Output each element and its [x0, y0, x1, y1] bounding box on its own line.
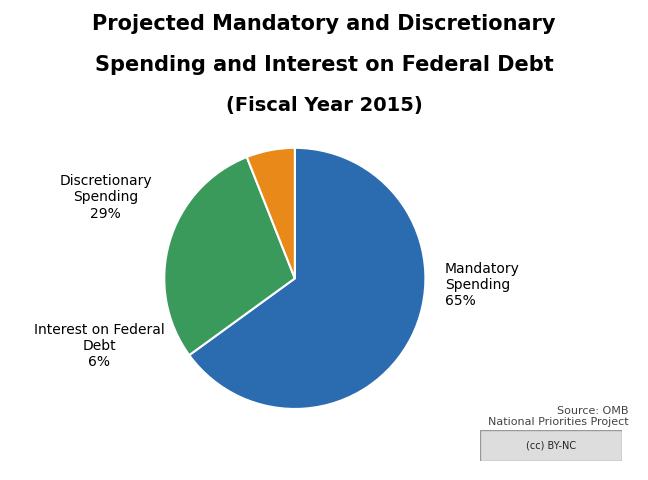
FancyBboxPatch shape [480, 430, 622, 461]
Text: Mandatory
Spending
65%: Mandatory Spending 65% [445, 262, 520, 308]
Text: (Fiscal Year 2015): (Fiscal Year 2015) [226, 96, 422, 115]
Text: (cc) BY-NC: (cc) BY-NC [526, 440, 576, 450]
Text: Source: OMB
National Priorities Project: Source: OMB National Priorities Project [488, 406, 629, 427]
Wedge shape [189, 148, 425, 409]
Text: Spending and Interest on Federal Debt: Spending and Interest on Federal Debt [95, 55, 553, 75]
Wedge shape [247, 148, 295, 278]
Wedge shape [165, 157, 295, 355]
Text: Discretionary
Spending
29%: Discretionary Spending 29% [59, 174, 152, 221]
Text: Projected Mandatory and Discretionary: Projected Mandatory and Discretionary [92, 14, 556, 35]
Text: Interest on Federal
Debt
6%: Interest on Federal Debt 6% [34, 323, 165, 370]
